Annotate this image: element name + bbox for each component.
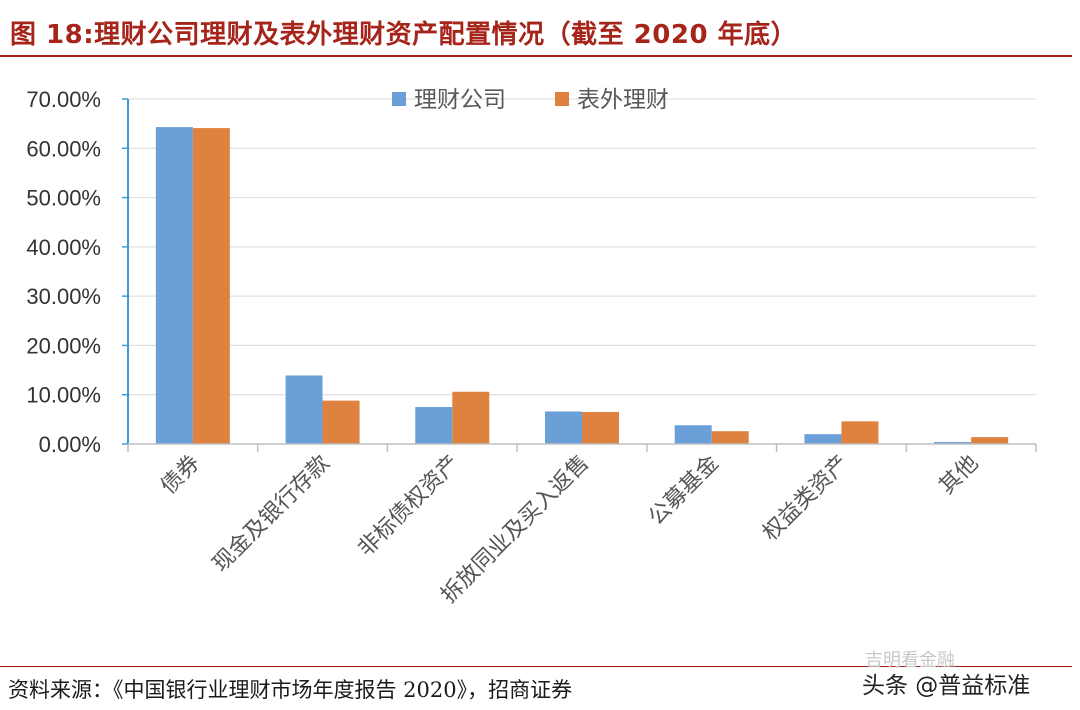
bar-2-3 — [452, 391, 490, 444]
legend-swatch-2 — [555, 92, 569, 106]
x-tick-label: 现金及银行存款 — [208, 451, 335, 578]
wechat-watermark: 吉明看金融 — [865, 650, 955, 671]
y-tick-labels: 0.00% 10.00% 20.00% 30.00% 40.00% 50.00% 60.00… — [26, 87, 101, 457]
bar-chart: 0.00% 10.00% 20.00% 30.00% 40.00% 50.00% 60.00… — [26, 87, 1037, 609]
bar-1-2 — [285, 375, 323, 444]
x-tick-label: 公募基金 — [644, 451, 724, 531]
source-note: 资料来源：《中国银行业理财市场年度报告 2020》，招商证券 — [8, 678, 573, 702]
bar-2-2 — [322, 400, 360, 444]
bar-2-6 — [841, 421, 879, 444]
figure-title: 图 18:理财公司理财及表外理财资产配置情况（截至 2020 年底） — [10, 20, 798, 50]
legend-label-1: 理财公司 — [414, 87, 506, 113]
bars — [155, 127, 1009, 445]
legend: 理财公司 表外理财 — [392, 87, 669, 113]
y-tick-label: 40.00% — [26, 235, 101, 260]
legend-swatch-1 — [392, 92, 406, 106]
bar-1-7 — [934, 442, 972, 444]
y-tick-label: 70.00% — [26, 87, 101, 112]
y-tick-label: 50.00% — [26, 186, 101, 211]
y-tick-label: 10.00% — [26, 383, 101, 408]
title-divider — [0, 55, 1072, 57]
bar-1-3 — [415, 407, 453, 444]
x-tick-label: 权益类资产 — [758, 451, 853, 546]
bar-1-5 — [674, 425, 712, 444]
bar-2-7 — [971, 437, 1009, 444]
x-tick-label: 债券 — [156, 451, 205, 500]
bar-2-5 — [711, 431, 749, 444]
y-tick-label: 60.00% — [26, 136, 101, 161]
bar-1-4 — [545, 411, 582, 444]
axes — [122, 98, 1037, 452]
x-tick-label: 其他 — [935, 451, 984, 500]
y-tick-label: 0.00% — [39, 432, 101, 457]
bar-2-1 — [192, 128, 230, 445]
bar-1-1 — [155, 127, 193, 444]
bar-2-4 — [582, 411, 619, 444]
footer-divider — [0, 666, 1072, 667]
bar-1-6 — [804, 434, 842, 444]
legend-label-2: 表外理财 — [577, 87, 669, 113]
toutiao-watermark: 头条 @普益标准 — [862, 673, 1031, 699]
x-tick-label: 非标债权资产 — [354, 451, 465, 562]
x-tick-label: 拆放同业及买入返售 — [437, 451, 595, 609]
y-tick-label: 20.00% — [26, 333, 101, 358]
y-tick-label: 30.00% — [26, 284, 101, 309]
grid-lines — [128, 98, 1036, 396]
